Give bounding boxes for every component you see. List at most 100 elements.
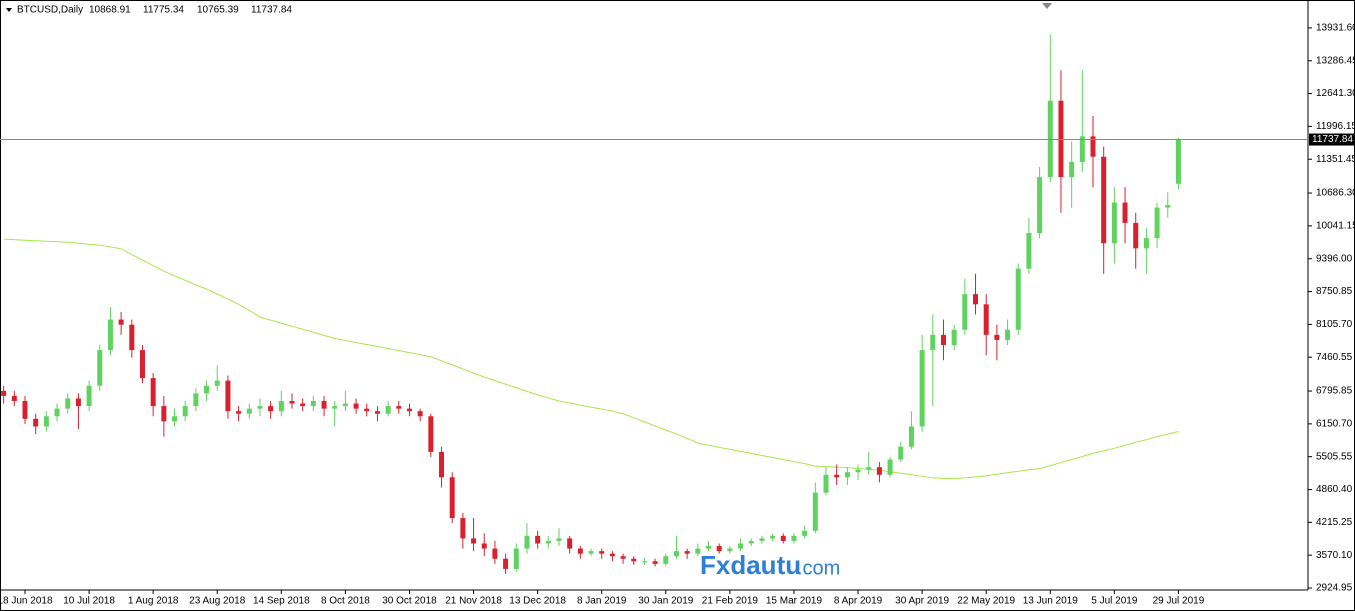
y-tick-label: 2924.95: [1316, 583, 1353, 594]
x-tick-label: 8 Jan 2019: [577, 596, 627, 607]
candle-body: [791, 535, 797, 541]
candle-body: [374, 411, 380, 414]
candle-body: [1005, 329, 1011, 340]
x-tick-label: 29 Jul 2019: [1153, 596, 1205, 607]
candle-body: [1015, 268, 1021, 330]
candle-body: [342, 403, 348, 407]
candle-body: [556, 538, 562, 541]
candle-body: [802, 530, 808, 536]
header-low: 10765.39: [197, 5, 239, 16]
candle-body: [1090, 136, 1096, 157]
candle-body: [973, 294, 979, 305]
x-tick-label: 13 Dec 2018: [509, 596, 566, 607]
y-tick-label: 4860.40: [1316, 484, 1353, 495]
y-tick-label: 13931.60: [1316, 23, 1355, 34]
candle-body: [513, 548, 519, 569]
candle-body: [300, 403, 306, 407]
candle-body: [716, 546, 722, 552]
candle-body: [887, 459, 893, 475]
price-label-box: [1309, 133, 1355, 146]
candle-body: [129, 324, 135, 351]
candle-body: [898, 446, 904, 460]
x-tick-label: 30 Oct 2018: [382, 596, 437, 607]
candle-body: [738, 543, 744, 549]
y-tick-label: 3570.10: [1316, 550, 1353, 561]
candle-body: [748, 540, 754, 544]
y-tick-label: 11351.45: [1316, 154, 1355, 165]
header-open: 10868.91: [89, 5, 131, 16]
candle-body: [599, 551, 605, 554]
y-tick-label: 11996.15: [1316, 121, 1355, 132]
candle-body: [983, 304, 989, 335]
candle-body: [321, 401, 327, 409]
candle-body: [86, 385, 92, 407]
candle-body: [289, 401, 295, 404]
candle-body: [780, 535, 786, 541]
candle-body: [695, 548, 701, 554]
candle-body: [663, 556, 669, 564]
candle-body: [673, 551, 679, 557]
y-tick-label: 8750.85: [1316, 286, 1353, 297]
y-tick-label: 4215.25: [1316, 517, 1353, 528]
x-tick-label: 13 Jun 2019: [1023, 596, 1078, 607]
candle-body: [919, 350, 925, 427]
candle-body: [118, 319, 124, 325]
candle-body: [236, 411, 242, 414]
candle-body: [97, 350, 103, 386]
candle-body: [770, 535, 776, 539]
candle-body: [43, 416, 49, 427]
candle-body: [834, 474, 840, 478]
y-tick-label: 12641.30: [1316, 88, 1355, 99]
candle-body: [33, 418, 39, 427]
watermark-brand: Fxdautu: [700, 550, 801, 580]
candle-body: [225, 380, 231, 412]
candle-body: [332, 406, 338, 409]
candle-body: [524, 535, 530, 549]
candle-body: [1, 390, 7, 396]
candle-body: [962, 294, 968, 330]
candle-body: [182, 406, 188, 417]
header-high: 11775.34: [143, 5, 184, 16]
candle-body: [855, 469, 861, 473]
x-tick-label: 15 Mar 2019: [766, 596, 823, 607]
y-tick-label: 10041.15: [1316, 221, 1355, 232]
candle-body: [727, 548, 733, 552]
x-tick-label: 21 Feb 2019: [702, 596, 759, 607]
candle-body: [1111, 202, 1117, 244]
candle-body: [139, 350, 145, 379]
candle-body: [492, 548, 498, 559]
candle-body: [150, 378, 156, 407]
candle-body: [172, 416, 178, 422]
candle-body: [406, 408, 412, 412]
candle-body: [246, 408, 252, 414]
candle-body: [588, 551, 594, 554]
candle-body: [161, 406, 167, 422]
watermark-suffix: .com: [797, 557, 840, 579]
candle-body: [1165, 205, 1171, 208]
candle-body: [417, 411, 423, 417]
candle-body: [385, 406, 391, 414]
x-tick-label: 30 Jan 2019: [638, 596, 693, 607]
candle-body: [940, 334, 946, 346]
x-tick-label: 8 Apr 2019: [834, 596, 883, 607]
x-tick-label: 14 Sep 2018: [253, 596, 310, 607]
candle-body: [631, 558, 637, 562]
candle-body: [866, 467, 872, 470]
candle-body: [503, 558, 509, 569]
candle-body: [353, 403, 359, 409]
candle-body: [706, 546, 712, 549]
candle-body: [567, 538, 573, 549]
x-tick-label: 22 May 2019: [957, 596, 1015, 607]
candle-body: [844, 472, 850, 478]
y-tick-label: 10686.30: [1316, 188, 1355, 199]
y-tick-label: 9396.00: [1316, 253, 1353, 264]
candle-body: [823, 474, 829, 493]
x-tick-label: 21 Nov 2018: [445, 596, 502, 607]
candle-body: [930, 334, 936, 351]
candle-body: [759, 538, 765, 541]
x-tick-label: 18 Jun 2018: [0, 596, 53, 607]
candle-body: [812, 492, 818, 531]
candle-body: [22, 401, 28, 419]
